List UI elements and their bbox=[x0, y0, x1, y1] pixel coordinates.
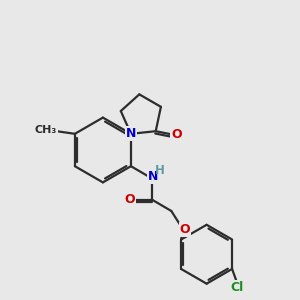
Text: O: O bbox=[180, 223, 190, 236]
Text: O: O bbox=[171, 128, 181, 141]
Text: Cl: Cl bbox=[231, 281, 244, 294]
Text: O: O bbox=[124, 193, 135, 206]
Text: H: H bbox=[155, 164, 165, 177]
Text: N: N bbox=[148, 170, 158, 183]
Text: CH₃: CH₃ bbox=[35, 125, 57, 135]
Text: N: N bbox=[126, 127, 136, 140]
